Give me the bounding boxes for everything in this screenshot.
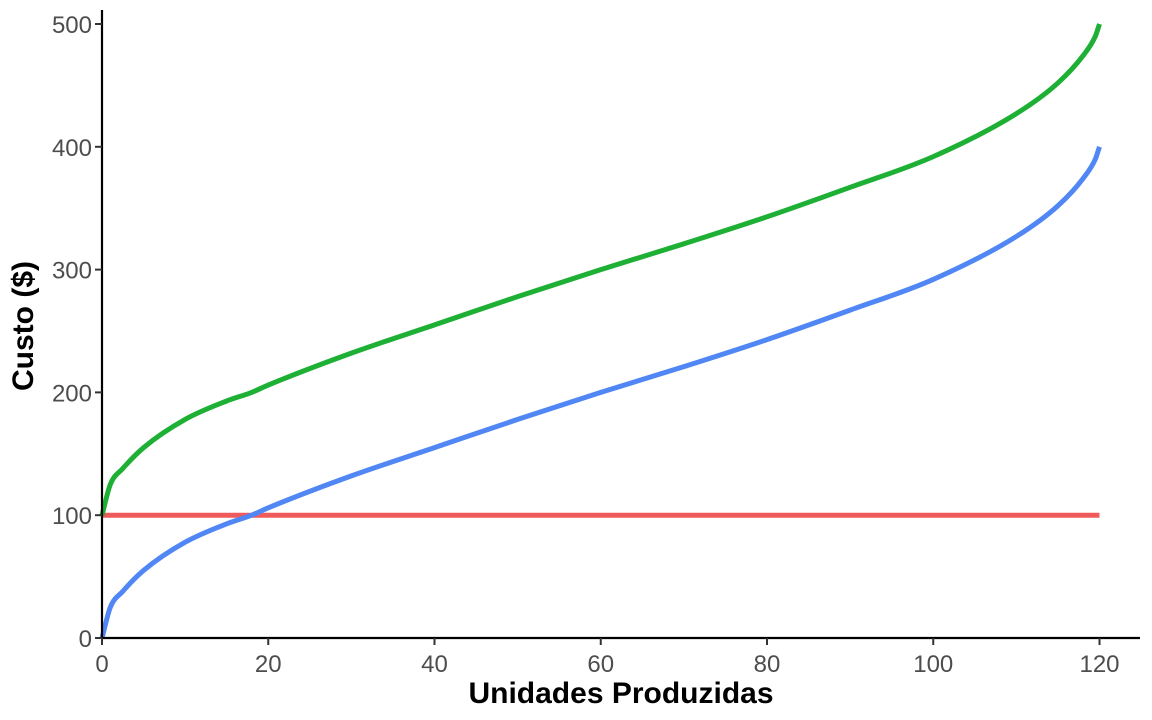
x-tick-label: 120	[1079, 651, 1119, 678]
y-tick-label: 500	[52, 12, 92, 39]
x-tick-label: 0	[95, 651, 108, 678]
x-tick-label: 100	[913, 651, 953, 678]
x-axis-title: Unidades Produzidas	[468, 677, 773, 710]
x-tick-label: 60	[587, 651, 614, 678]
y-tick-label: 100	[52, 503, 92, 530]
series-layer	[99, 23, 1102, 639]
series-line-2	[99, 145, 1102, 639]
y-tick-label: 0	[79, 626, 92, 653]
y-tick-label: 400	[52, 135, 92, 162]
x-ticks: 0 20 40 60 80 100 120	[95, 638, 1120, 678]
x-tick-label: 40	[421, 651, 448, 678]
x-tick-label: 20	[255, 651, 282, 678]
series-line-3	[99, 23, 1102, 516]
x-tick-label: 80	[754, 651, 781, 678]
y-axis-title: Custo ($)	[7, 261, 40, 391]
y-ticks: 0 100 200 300 400 500	[52, 12, 102, 653]
y-tick-label: 300	[52, 258, 92, 285]
y-tick-label: 200	[52, 380, 92, 407]
